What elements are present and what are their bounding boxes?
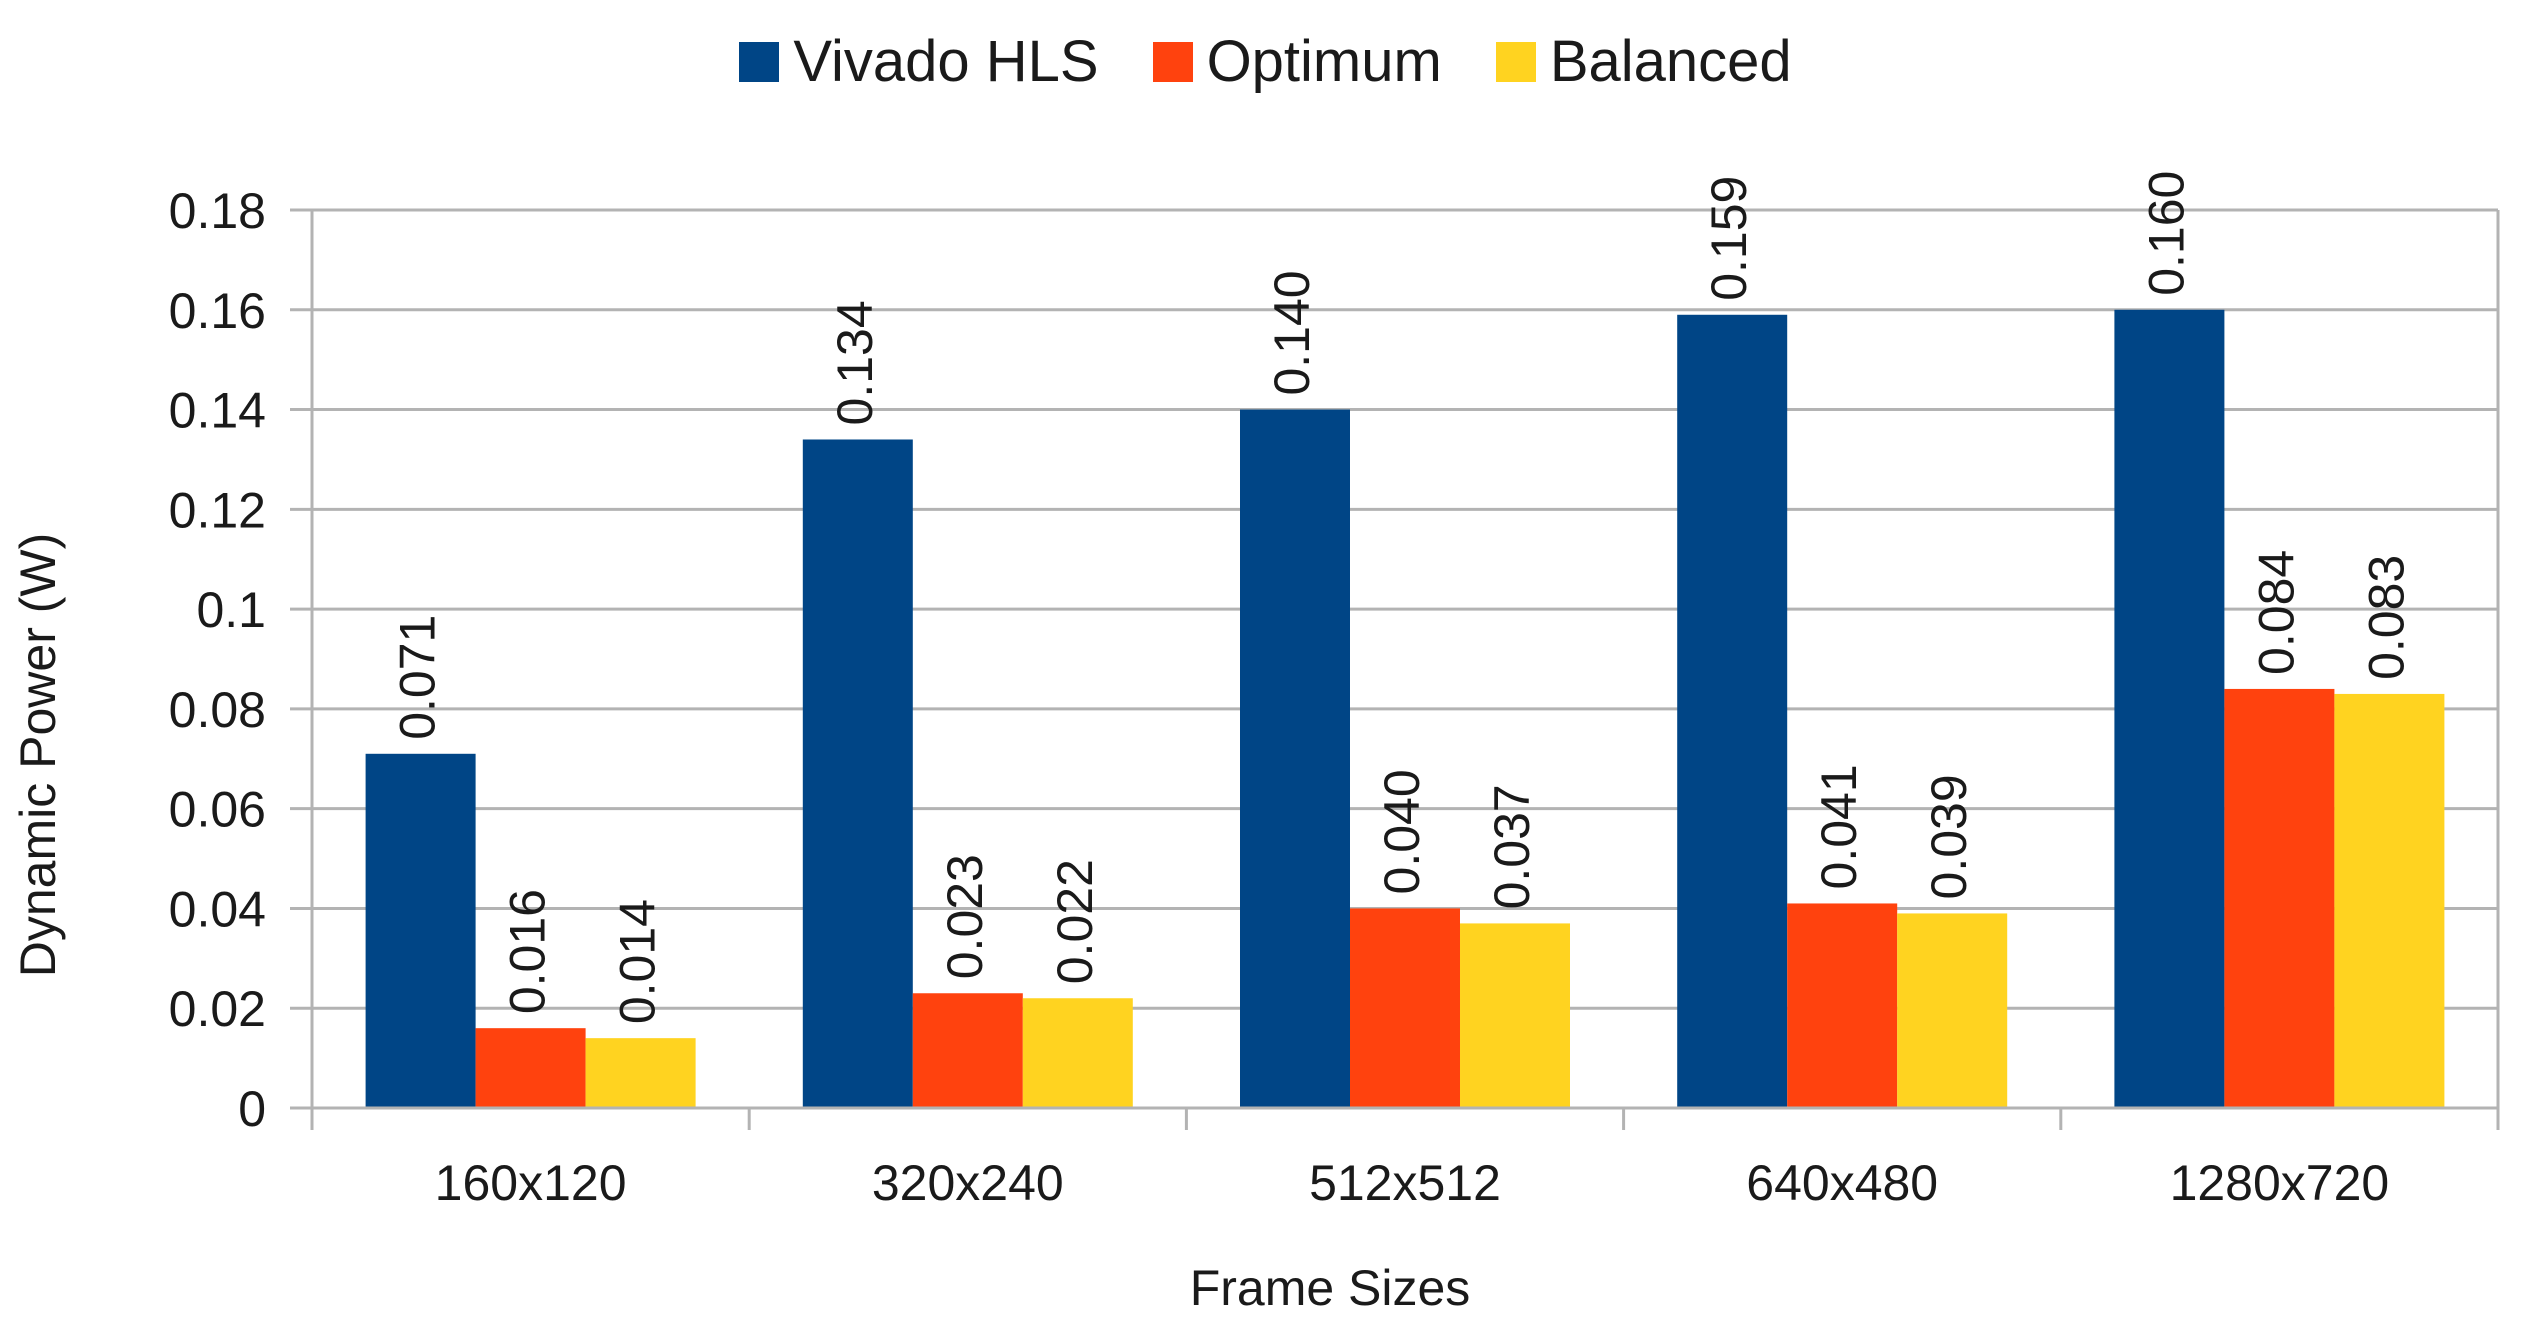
x-tick-label: 512x512 xyxy=(1309,1155,1501,1211)
legend-swatch-balanced xyxy=(1495,41,1536,82)
data-label: 0.134 xyxy=(827,300,883,425)
bar xyxy=(1787,903,1898,1108)
x-tick-label: 640x480 xyxy=(1746,1155,1938,1211)
y-tick-label: 0.14 xyxy=(169,383,266,439)
x-tick-label: 1280x720 xyxy=(2170,1155,2390,1211)
data-label: 0.083 xyxy=(2358,555,2414,680)
legend-label-vivado-hls: Vivado HLS xyxy=(793,29,1099,94)
y-tick-label: 0.08 xyxy=(169,682,266,738)
bar xyxy=(585,1038,696,1108)
legend-swatch-vivado-hls xyxy=(739,41,780,82)
y-tick-label: 0.16 xyxy=(169,283,266,339)
bar xyxy=(1677,314,1788,1108)
data-label: 0.014 xyxy=(610,899,666,1024)
x-tick-label: 160x120 xyxy=(435,1155,627,1211)
data-label: 0.041 xyxy=(1811,764,1867,889)
legend-swatch-optimum xyxy=(1152,41,1193,82)
labels: 0 0.02 0.04 0.06 0.08 0.1 0.12 0.14 0.16 0.18 160x… xyxy=(169,171,2415,1211)
data-label: 0.160 xyxy=(2138,171,2194,296)
bar xyxy=(912,993,1023,1108)
bar xyxy=(475,1028,586,1108)
bar xyxy=(1350,908,1460,1108)
legend-label-balanced: Balanced xyxy=(1549,29,1792,94)
y-tick-label: 0.1 xyxy=(196,582,266,638)
bar xyxy=(1022,998,1133,1108)
x-axis-title: Frame Sizes xyxy=(1190,1260,1471,1316)
bar xyxy=(365,753,476,1108)
bar xyxy=(1240,409,1350,1108)
data-label: 0.037 xyxy=(1484,784,1540,909)
y-axis-title: Dynamic Power (W) xyxy=(10,533,66,977)
x-tick-label: 320x240 xyxy=(872,1155,1064,1211)
legend: Vivado HLS Optimum Balanced xyxy=(0,28,2531,95)
data-label: 0.022 xyxy=(1047,859,1103,984)
y-tick-label: 0.02 xyxy=(169,981,266,1037)
data-label: 0.140 xyxy=(1264,270,1320,395)
data-label: 0.071 xyxy=(390,615,446,740)
data-label: 0.023 xyxy=(937,854,993,979)
bar xyxy=(1460,923,1570,1108)
bar xyxy=(2114,309,2225,1108)
data-label: 0.159 xyxy=(1701,176,1757,301)
y-tick-label: 0.06 xyxy=(169,782,266,838)
data-label: 0.039 xyxy=(1921,774,1977,899)
legend-item-optimum: Optimum xyxy=(1152,28,1442,95)
legend-item-vivado-hls: Vivado HLS xyxy=(739,28,1099,95)
bar xyxy=(2224,688,2335,1108)
y-tick-label: 0.04 xyxy=(169,881,266,937)
bar xyxy=(2334,693,2445,1108)
bars xyxy=(365,309,2445,1108)
y-tick-label: 0 xyxy=(238,1081,266,1137)
y-tick-label: 0.18 xyxy=(169,183,266,239)
data-label: 0.040 xyxy=(1374,769,1430,894)
legend-item-balanced: Balanced xyxy=(1495,28,1792,95)
bar xyxy=(802,439,913,1108)
bar xyxy=(1897,913,2008,1108)
legend-label-optimum: Optimum xyxy=(1206,29,1442,94)
data-label: 0.084 xyxy=(2248,550,2304,675)
y-tick-label: 0.12 xyxy=(169,482,266,538)
data-label: 0.016 xyxy=(500,889,556,1014)
axes xyxy=(290,208,2500,1130)
